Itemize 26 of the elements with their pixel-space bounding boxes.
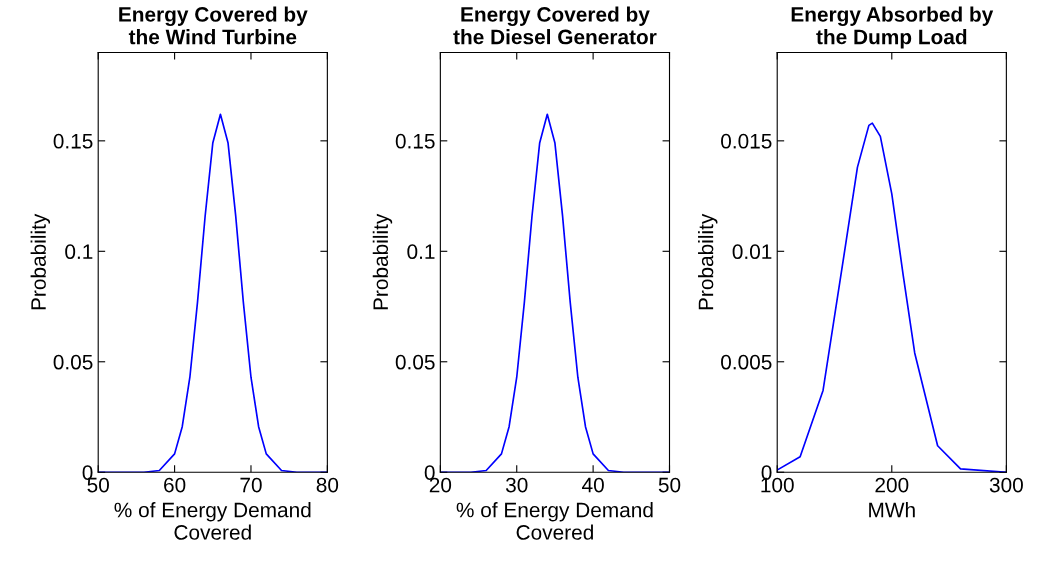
chart-title: Energy Covered by the Diesel Generator xyxy=(453,6,657,45)
x-tick-label: 70 xyxy=(240,477,262,493)
x-axis-title: MWh xyxy=(869,502,915,518)
x-tick-label: 40 xyxy=(582,477,604,493)
y-tick-label: 0.01 xyxy=(732,244,772,260)
x-tick-label: 30 xyxy=(505,477,528,493)
chart-title: Energy Covered by the Wind Turbine xyxy=(119,6,308,45)
y-axis-title: Probability xyxy=(372,213,393,310)
x-tick-label: 50 xyxy=(658,477,681,493)
y-tick-label: 0.1 xyxy=(65,244,93,260)
x-tick-label: 300 xyxy=(989,477,1023,493)
y-tick-label: 0.005 xyxy=(721,354,772,370)
y-axis-title: Probability xyxy=(698,213,718,310)
y-tick-label: 0.1 xyxy=(407,244,435,260)
x-tick-label: 80 xyxy=(316,477,339,493)
x-axis-title: % of Energy Demand Covered xyxy=(456,502,653,540)
x-tick-label: 60 xyxy=(164,477,186,493)
x-axis-title: % of Energy Demand Covered xyxy=(114,502,311,540)
y-tick-label: 0.15 xyxy=(53,133,93,149)
x-tick-label: 200 xyxy=(875,477,909,493)
y-tick-label: 0.05 xyxy=(395,354,435,370)
y-tick-label: 0.15 xyxy=(395,133,435,149)
y-axis-title: Probability xyxy=(30,213,51,310)
y-tick-label: 0.015 xyxy=(721,133,772,149)
chart-title: Energy Absorbed by the Dump Load xyxy=(791,6,994,49)
y-tick-label: 0.05 xyxy=(53,354,93,370)
